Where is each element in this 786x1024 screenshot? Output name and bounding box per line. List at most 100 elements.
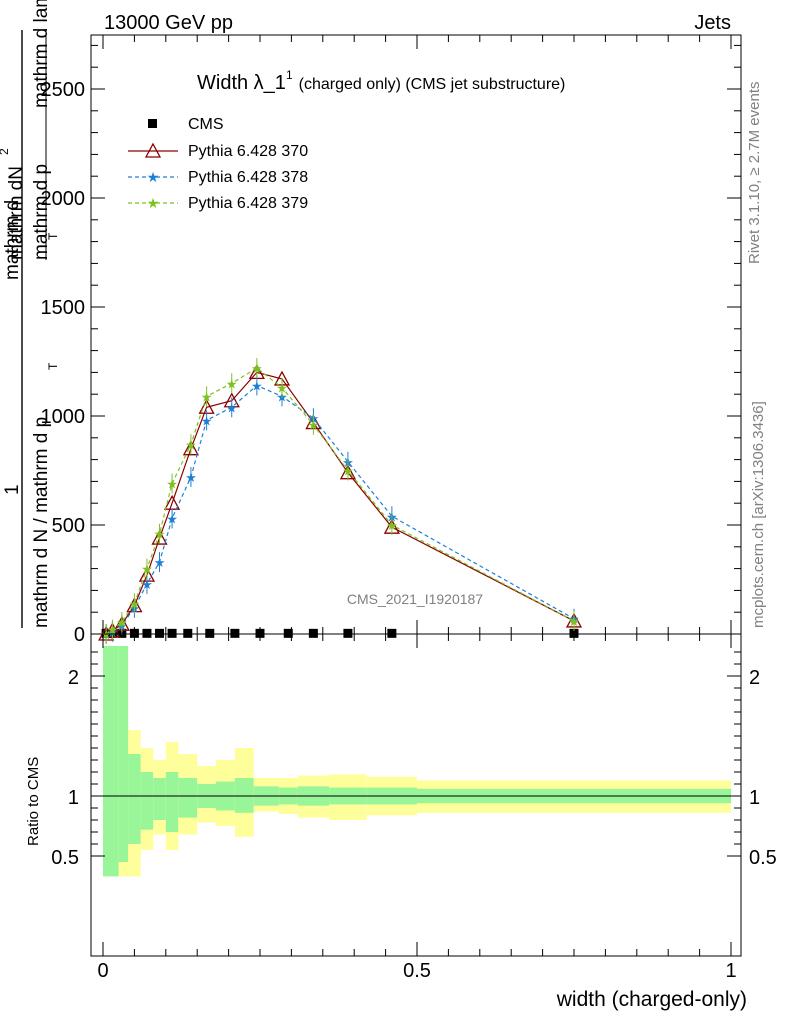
ratio-tick-label-left: 0.5 bbox=[51, 847, 79, 869]
ratio-band-green bbox=[128, 754, 141, 844]
data-point-star-2: ★ bbox=[185, 470, 197, 485]
data-point-cms bbox=[167, 628, 177, 638]
data-point-star-3: ★ bbox=[276, 381, 288, 396]
x-tick-label: 0.5 bbox=[403, 960, 431, 982]
data-point-star-3: ★ bbox=[141, 562, 153, 577]
data-point-370 bbox=[151, 529, 168, 545]
title-sup: 1 bbox=[286, 68, 293, 82]
ylabel-one: 1 bbox=[2, 484, 23, 495]
data-point-star-3: ★ bbox=[226, 376, 238, 391]
watermark: CMS_2021_I1920187 bbox=[347, 591, 483, 607]
upper-ticks bbox=[91, 35, 741, 635]
ylabel-T1: T bbox=[46, 232, 60, 240]
rivet-label: Rivet 3.1.10, ≥ 2.7M events bbox=[746, 82, 763, 265]
x-tick-labels: 0 0.5 1 bbox=[97, 960, 736, 982]
data-point-star-3: ★ bbox=[107, 623, 119, 638]
legend-marker-370 bbox=[144, 142, 162, 158]
data-point-star-3: ★ bbox=[386, 518, 398, 533]
ratio-band-green bbox=[165, 772, 179, 832]
title-main: Width λ_1 bbox=[197, 72, 286, 94]
ratio-tick-label-left: 1 bbox=[68, 787, 79, 809]
chart-title: Width λ_11 (charged only) (CMS jet substr… bbox=[197, 68, 565, 94]
data-point-star-3: ★ bbox=[568, 614, 580, 629]
data-point-star-3: ★ bbox=[116, 615, 128, 630]
ratio-bands bbox=[103, 646, 731, 877]
data-point-star-2: ★ bbox=[141, 577, 153, 592]
data-point-star-3: ★ bbox=[251, 361, 263, 376]
series-line-3 bbox=[105, 367, 575, 635]
y-tick-label: 0 bbox=[74, 624, 85, 646]
data-point-star-2: ★ bbox=[201, 413, 213, 428]
data-point-star-2: ★ bbox=[251, 378, 263, 393]
data-point-star-3: ★ bbox=[308, 418, 320, 433]
ylabel-dpt: mathrm d p bbox=[31, 164, 52, 260]
data-point-cms bbox=[387, 628, 397, 638]
ratio-band-green bbox=[140, 772, 154, 830]
data-point-cms bbox=[129, 628, 139, 638]
data-point-star-3: ★ bbox=[129, 596, 141, 611]
header-right: Jets bbox=[694, 12, 731, 34]
ratio-ylabel: Ratio to CMS bbox=[25, 757, 42, 846]
mcplots-label: mcplots.cern.ch [arXiv:1306.3436] bbox=[750, 401, 767, 628]
upper-y-tick-labels: 0 500 1000 1500 2000 2500 bbox=[41, 79, 86, 646]
lower-y-tick-labels: 0.5 0.5 1 1 2 2 bbox=[51, 667, 777, 869]
data-point-star-3: ★ bbox=[185, 437, 197, 452]
legend-marker-379: ★ bbox=[147, 195, 160, 211]
lower-frame bbox=[90, 633, 742, 957]
data-point-cms bbox=[230, 628, 240, 638]
data-point-cms bbox=[308, 628, 318, 638]
data-point-star-3: ★ bbox=[166, 477, 178, 492]
header-left: 13000 GeV pp bbox=[104, 12, 233, 34]
ratio-band-green bbox=[103, 646, 119, 877]
data-point-star-3: ★ bbox=[201, 389, 213, 404]
ratio-band-green bbox=[118, 646, 129, 862]
upper-y-axis-label: mathrm dN mathrm d p T mathrm d lambda m… bbox=[0, 0, 60, 628]
x-tick-label: 0 bbox=[97, 960, 108, 982]
data-point-cms bbox=[205, 628, 215, 638]
data-point-cms bbox=[155, 628, 165, 638]
data-point-370 bbox=[182, 440, 200, 456]
upper-panel: 0 500 1000 1500 2000 2500 CMS_2021_I1920187 ★… bbox=[0, 0, 742, 646]
legend-label-379: Pythia 6.428 379 bbox=[188, 195, 308, 212]
lower-ticks bbox=[91, 634, 741, 956]
lower-panel: 0.5 0.5 1 1 2 2 0 0.5 1 Ratio to CMS width (cha… bbox=[25, 633, 777, 1011]
data-point-star-2: ★ bbox=[226, 400, 238, 415]
ylabel-dN-dpt: mathrm d N / mathrm d p bbox=[31, 417, 52, 628]
title-tail: (charged only) (CMS jet substructure) bbox=[299, 76, 566, 93]
data-point-star-2: ★ bbox=[154, 555, 166, 570]
x-axis-label: width (charged-only) bbox=[556, 988, 747, 1011]
data-point-cms bbox=[142, 628, 152, 638]
y-tick-label: 1500 bbox=[41, 297, 86, 319]
data-point-star-3: ★ bbox=[154, 527, 166, 542]
ratio-tick-label-left: 2 bbox=[68, 667, 79, 689]
ylabel-dlambda: mathrm d lambda bbox=[31, 0, 52, 108]
ratio-band-green bbox=[234, 778, 254, 813]
legend-label-378: Pythia 6.428 378 bbox=[188, 169, 308, 186]
series-line-2 bbox=[105, 384, 575, 635]
legend-label-370: Pythia 6.428 370 bbox=[188, 143, 308, 160]
ylabel-exp2: 2 bbox=[0, 148, 11, 155]
ratio-band-green bbox=[178, 778, 198, 818]
data-point-cms bbox=[183, 628, 193, 638]
series-layer: ★★★★★★★★★★★★★★★★★★★★★★★★★★★★★★★★ bbox=[98, 358, 583, 644]
ylabel-mathrm-d: mathrm d bbox=[2, 200, 23, 280]
legend-label-cms: CMS bbox=[188, 116, 224, 133]
data-point-star-3: ★ bbox=[342, 464, 354, 479]
data-point-cms bbox=[283, 628, 293, 638]
legend-marker-cms bbox=[148, 119, 157, 128]
ratio-tick-label-right: 2 bbox=[749, 667, 760, 689]
ratio-tick-label-right: 0.5 bbox=[749, 847, 777, 869]
y-tick-label: 2000 bbox=[41, 188, 86, 210]
x-tick-label: 1 bbox=[725, 960, 736, 982]
ylabel-T2: T bbox=[46, 362, 60, 370]
data-point-cms bbox=[255, 628, 265, 638]
y-tick-label: 500 bbox=[52, 515, 85, 537]
data-point-star-2: ★ bbox=[166, 511, 178, 526]
legend: CMS Pythia 6.428 370 ★ Pythia 6.428 378 … bbox=[128, 116, 308, 212]
y-tick-label: 1000 bbox=[41, 406, 86, 428]
legend-marker-378: ★ bbox=[147, 169, 160, 185]
data-point-cms bbox=[569, 628, 579, 638]
ratio-band-green bbox=[153, 778, 166, 820]
y-tick-label: 2500 bbox=[41, 79, 86, 101]
